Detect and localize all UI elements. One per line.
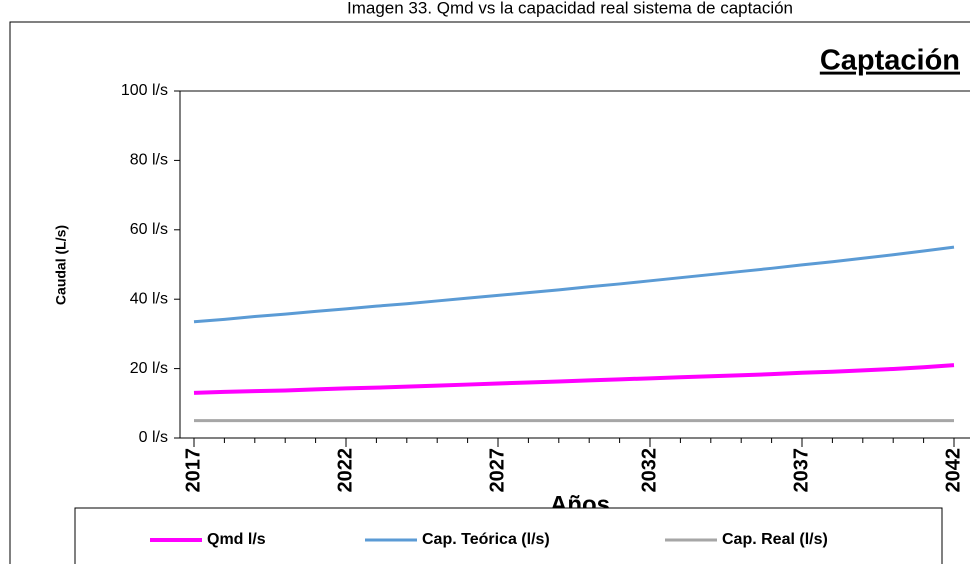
y-tick-label: 20 l/s	[130, 360, 168, 377]
series-line	[193, 363, 955, 395]
x-tick-label: 2042	[942, 448, 964, 493]
x-tick-label: 2022	[334, 448, 356, 493]
y-axis-label: Caudal (L/s)	[53, 225, 69, 305]
legend-box	[74, 507, 943, 564]
y-tick-label: 40 l/s	[130, 290, 168, 307]
legend-label: Qmd l/s	[207, 531, 266, 548]
y-tick-label: 0 l/s	[139, 429, 168, 446]
x-tick-label: 2017	[182, 448, 204, 493]
y-tick-label: 80 l/s	[130, 152, 168, 169]
y-tick-label: 60 l/s	[130, 221, 168, 238]
x-tick-label: 2037	[790, 448, 812, 493]
chart-title: Imagen 33. Qmd vs la capacidad real sist…	[347, 0, 793, 17]
legend-label: Cap. Teórica (l/s)	[422, 531, 550, 548]
y-tick-label: 100 l/s	[121, 82, 168, 99]
chart-frame	[9, 21, 970, 564]
chart-subtitle: Captación	[820, 45, 960, 77]
series-line	[193, 245, 955, 324]
x-tick-label: 2027	[486, 448, 508, 493]
legend-label: Cap. Real (l/s)	[722, 531, 828, 548]
x-tick-label: 2032	[638, 448, 660, 493]
